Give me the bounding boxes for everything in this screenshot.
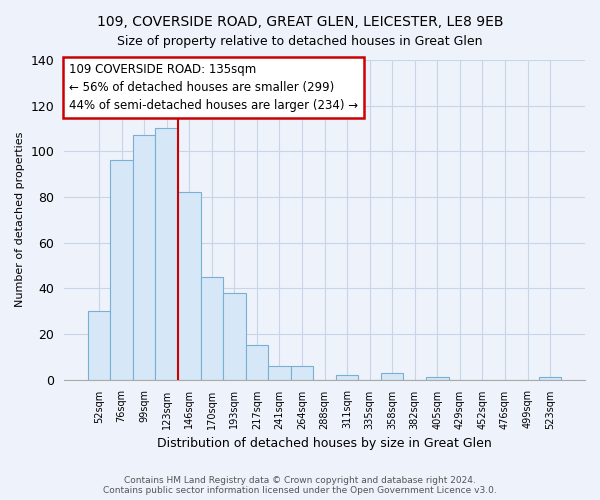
Bar (336, 375, 358, 380)
Text: Size of property relative to detached houses in Great Glen: Size of property relative to detached ho… (117, 35, 483, 48)
Bar (223, 293, 245, 380)
Bar (245, 346, 268, 380)
Y-axis label: Number of detached properties: Number of detached properties (15, 132, 25, 308)
Bar (200, 277, 223, 380)
Bar (268, 366, 291, 380)
Bar (539, 378, 562, 380)
Text: 109 COVERSIDE ROAD: 135sqm
← 56% of detached houses are smaller (299)
44% of sem: 109 COVERSIDE ROAD: 135sqm ← 56% of deta… (70, 63, 358, 112)
Bar (178, 192, 200, 380)
X-axis label: Distribution of detached houses by size in Great Glen: Distribution of detached houses by size … (157, 437, 492, 450)
Bar (155, 128, 178, 380)
Bar (426, 378, 449, 380)
Text: Contains HM Land Registry data © Crown copyright and database right 2024.
Contai: Contains HM Land Registry data © Crown c… (103, 476, 497, 495)
Bar (381, 372, 403, 380)
Text: 109, COVERSIDE ROAD, GREAT GLEN, LEICESTER, LE8 9EB: 109, COVERSIDE ROAD, GREAT GLEN, LEICEST… (97, 15, 503, 29)
Bar (291, 366, 313, 380)
Bar (88, 311, 110, 380)
Bar (133, 136, 155, 380)
Bar (110, 160, 133, 380)
